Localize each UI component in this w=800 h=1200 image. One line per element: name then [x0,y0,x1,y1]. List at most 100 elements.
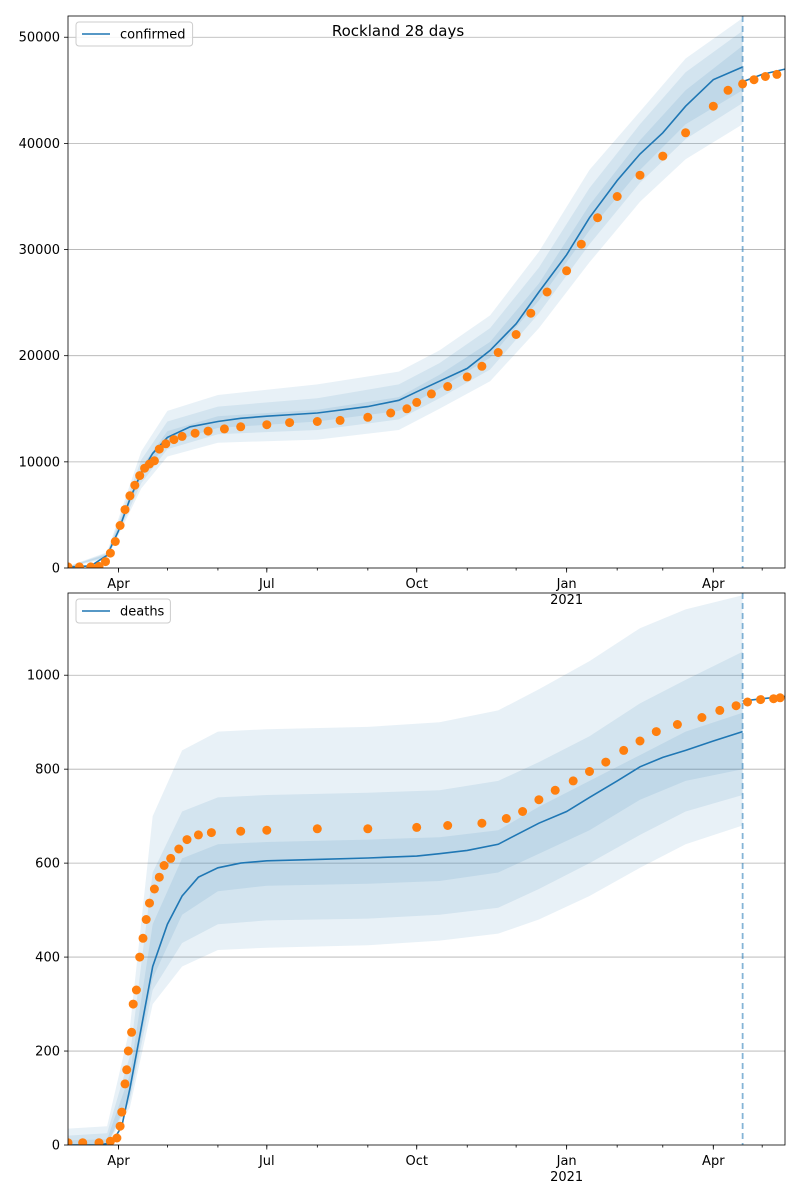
observed-point [426,389,436,399]
observed-point [593,213,603,223]
observed-point [651,727,661,737]
observed-point [715,705,725,715]
observed-point [125,491,135,501]
observed-point [749,75,759,85]
uncertainty-band [68,651,743,1145]
y-tick-label: 0 [52,562,60,577]
x-tick-label: Jul [258,1154,275,1169]
observed-point [534,795,544,805]
plot-area [68,593,785,1145]
observed-point [149,884,159,894]
legend-box [75,598,171,624]
observed-point [166,853,176,863]
observed-point [120,505,130,515]
observed-point [101,557,110,567]
observed-point [576,239,586,249]
observed-point [402,404,412,414]
y-tick-label: 20000 [19,349,60,364]
observed-point [122,1065,132,1075]
observed-point [723,85,733,95]
observed-point [635,736,645,746]
observed-point [123,1046,133,1056]
observed-point [412,822,422,832]
observed-point [443,382,453,391]
observed-point [443,821,453,830]
observed-point [127,1027,137,1037]
observed-point [74,562,84,568]
observed-point [672,720,682,729]
observed-point [760,72,770,81]
confirmed-chart: 0 10000 20000 30000 40000 50000 Apr Jul Oct Jan20… [19,15,786,608]
observed-point [477,361,487,371]
observed-point [135,471,145,481]
y-tick-label: 1000 [27,669,60,684]
observed-point [756,695,766,705]
observed-point [619,745,629,755]
observed-point [94,1138,104,1145]
observed-point [68,562,73,568]
observed-point [335,415,345,425]
legend-label: deaths [120,605,165,620]
x-tick-label: Oct [405,577,427,592]
observed-point [526,308,536,318]
observed-point [658,151,668,161]
observed-point [86,562,96,568]
observed-point [738,79,748,89]
observed-point [105,548,115,558]
observed-point [585,767,594,776]
observed-point [697,713,707,722]
x-tick-label: Apr [702,577,725,592]
observed-point [161,439,171,449]
x-tick-label: Jul [258,577,275,592]
observed-point [115,1121,125,1131]
x-tick-label: Apr [107,577,130,592]
observed-point [177,431,187,441]
observed-point [145,898,154,908]
observed-point [731,701,741,711]
observed-point [68,1138,73,1145]
y-tick-label: 40000 [19,137,60,152]
x-tick-label: Jan [556,1154,577,1169]
observed-point [78,1138,88,1145]
observed-point [562,266,572,276]
observed-point [775,693,785,703]
observed-point [110,537,120,546]
observed-point [236,826,246,836]
y-tick-label: 10000 [19,455,60,470]
observed-point [117,1107,127,1117]
median-line [68,66,743,568]
observed-point [412,397,422,407]
observed-point [743,697,752,707]
observed-point [363,824,373,834]
legend-box [75,21,194,47]
observed-point [363,412,373,422]
y-tick-label: 400 [35,951,60,966]
observed-point [130,480,140,490]
uncertainty-band [68,30,743,568]
x-tick-sublabel: 2021 [550,593,583,608]
observed-point [206,828,216,838]
x-tick-sublabel: 2021 [550,1170,583,1185]
y-tick-label: 0 [52,1139,60,1154]
observed-point [511,330,521,339]
observed-point [708,101,718,111]
axes-frame [67,592,786,1146]
uncertainty-band [68,595,743,1145]
observed-point [138,933,148,943]
observed-point [115,521,125,530]
legend-label: confirmed [120,28,186,43]
observed-point [386,408,396,418]
observed-point [159,861,169,870]
observed-point [135,952,145,962]
y-tick-label: 600 [35,857,60,872]
observed-point [681,128,691,138]
legend: deaths [75,598,171,624]
y-tick-label: 30000 [19,243,60,258]
observed-point [477,818,487,828]
observed-point [203,426,213,436]
observed-point [149,456,159,466]
x-tick-label: Apr [702,1154,725,1169]
observed-point [542,287,552,297]
y-tick-label: 200 [35,1045,60,1060]
